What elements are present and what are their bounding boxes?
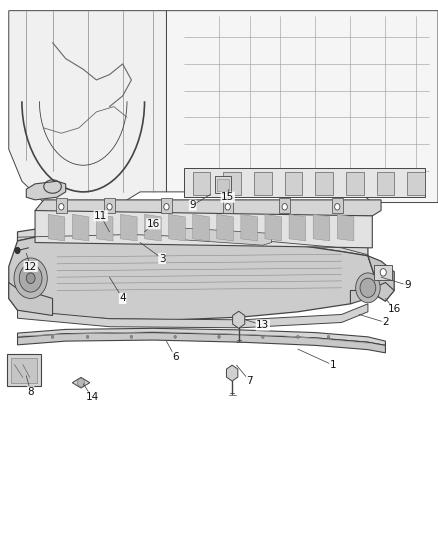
Polygon shape	[18, 304, 368, 328]
Text: 14: 14	[85, 392, 99, 402]
Bar	[346, 172, 364, 195]
Text: 7: 7	[246, 376, 253, 386]
Text: 9: 9	[404, 280, 411, 290]
Polygon shape	[166, 11, 438, 203]
Circle shape	[218, 335, 220, 338]
Circle shape	[282, 204, 287, 210]
Bar	[223, 172, 241, 195]
Polygon shape	[289, 214, 306, 241]
Text: 12: 12	[24, 262, 37, 271]
Polygon shape	[18, 328, 385, 345]
Text: 8: 8	[27, 387, 34, 397]
Bar	[193, 172, 210, 195]
FancyBboxPatch shape	[11, 358, 37, 383]
Circle shape	[356, 273, 380, 303]
Text: 15: 15	[221, 192, 234, 202]
Polygon shape	[120, 214, 137, 241]
Circle shape	[26, 273, 35, 284]
Bar	[184, 168, 425, 197]
Polygon shape	[145, 214, 161, 241]
Text: 3: 3	[159, 254, 166, 263]
Bar	[315, 172, 333, 195]
Circle shape	[15, 247, 20, 254]
Circle shape	[51, 335, 54, 338]
Bar	[217, 179, 229, 191]
Circle shape	[327, 335, 330, 338]
Text: 16: 16	[388, 304, 401, 314]
Polygon shape	[350, 282, 394, 304]
Text: 2: 2	[382, 318, 389, 327]
Circle shape	[130, 335, 133, 338]
Polygon shape	[332, 198, 343, 213]
Circle shape	[261, 335, 264, 338]
Polygon shape	[72, 214, 89, 241]
Polygon shape	[337, 214, 354, 241]
Text: 4: 4	[119, 294, 126, 303]
Bar	[374, 265, 392, 280]
Circle shape	[86, 335, 89, 338]
Text: 13: 13	[256, 320, 269, 330]
Circle shape	[78, 378, 85, 387]
Circle shape	[14, 258, 47, 298]
Bar	[377, 172, 394, 195]
Text: 16: 16	[147, 219, 160, 229]
Polygon shape	[56, 198, 67, 213]
Polygon shape	[26, 181, 66, 200]
Circle shape	[335, 204, 340, 210]
Polygon shape	[241, 214, 258, 241]
Polygon shape	[175, 228, 272, 245]
Text: 11: 11	[94, 211, 107, 221]
Polygon shape	[48, 214, 65, 241]
Bar	[407, 172, 425, 195]
Circle shape	[360, 278, 376, 297]
Circle shape	[174, 335, 177, 338]
Circle shape	[380, 269, 386, 276]
Circle shape	[59, 204, 64, 210]
Circle shape	[297, 335, 299, 338]
Text: 6: 6	[172, 352, 179, 362]
Polygon shape	[161, 198, 172, 213]
Circle shape	[19, 264, 42, 292]
Circle shape	[164, 204, 169, 210]
Text: 1: 1	[329, 360, 336, 370]
Polygon shape	[313, 214, 330, 241]
Polygon shape	[104, 198, 115, 213]
Polygon shape	[9, 236, 377, 320]
Polygon shape	[72, 377, 90, 388]
Polygon shape	[265, 214, 282, 241]
Polygon shape	[18, 227, 368, 256]
Bar	[254, 172, 272, 195]
Polygon shape	[169, 214, 185, 241]
Bar	[215, 176, 231, 193]
Polygon shape	[223, 198, 233, 213]
Polygon shape	[96, 214, 113, 241]
Polygon shape	[35, 211, 372, 248]
Polygon shape	[217, 214, 233, 241]
Polygon shape	[368, 256, 394, 301]
Circle shape	[107, 204, 112, 210]
Polygon shape	[9, 11, 166, 213]
Text: 9: 9	[189, 200, 196, 210]
Polygon shape	[35, 200, 381, 216]
Bar	[285, 172, 302, 195]
Polygon shape	[18, 333, 385, 353]
FancyBboxPatch shape	[7, 354, 41, 386]
Circle shape	[225, 204, 230, 210]
Polygon shape	[193, 214, 209, 241]
Polygon shape	[279, 198, 290, 213]
Polygon shape	[9, 282, 53, 316]
